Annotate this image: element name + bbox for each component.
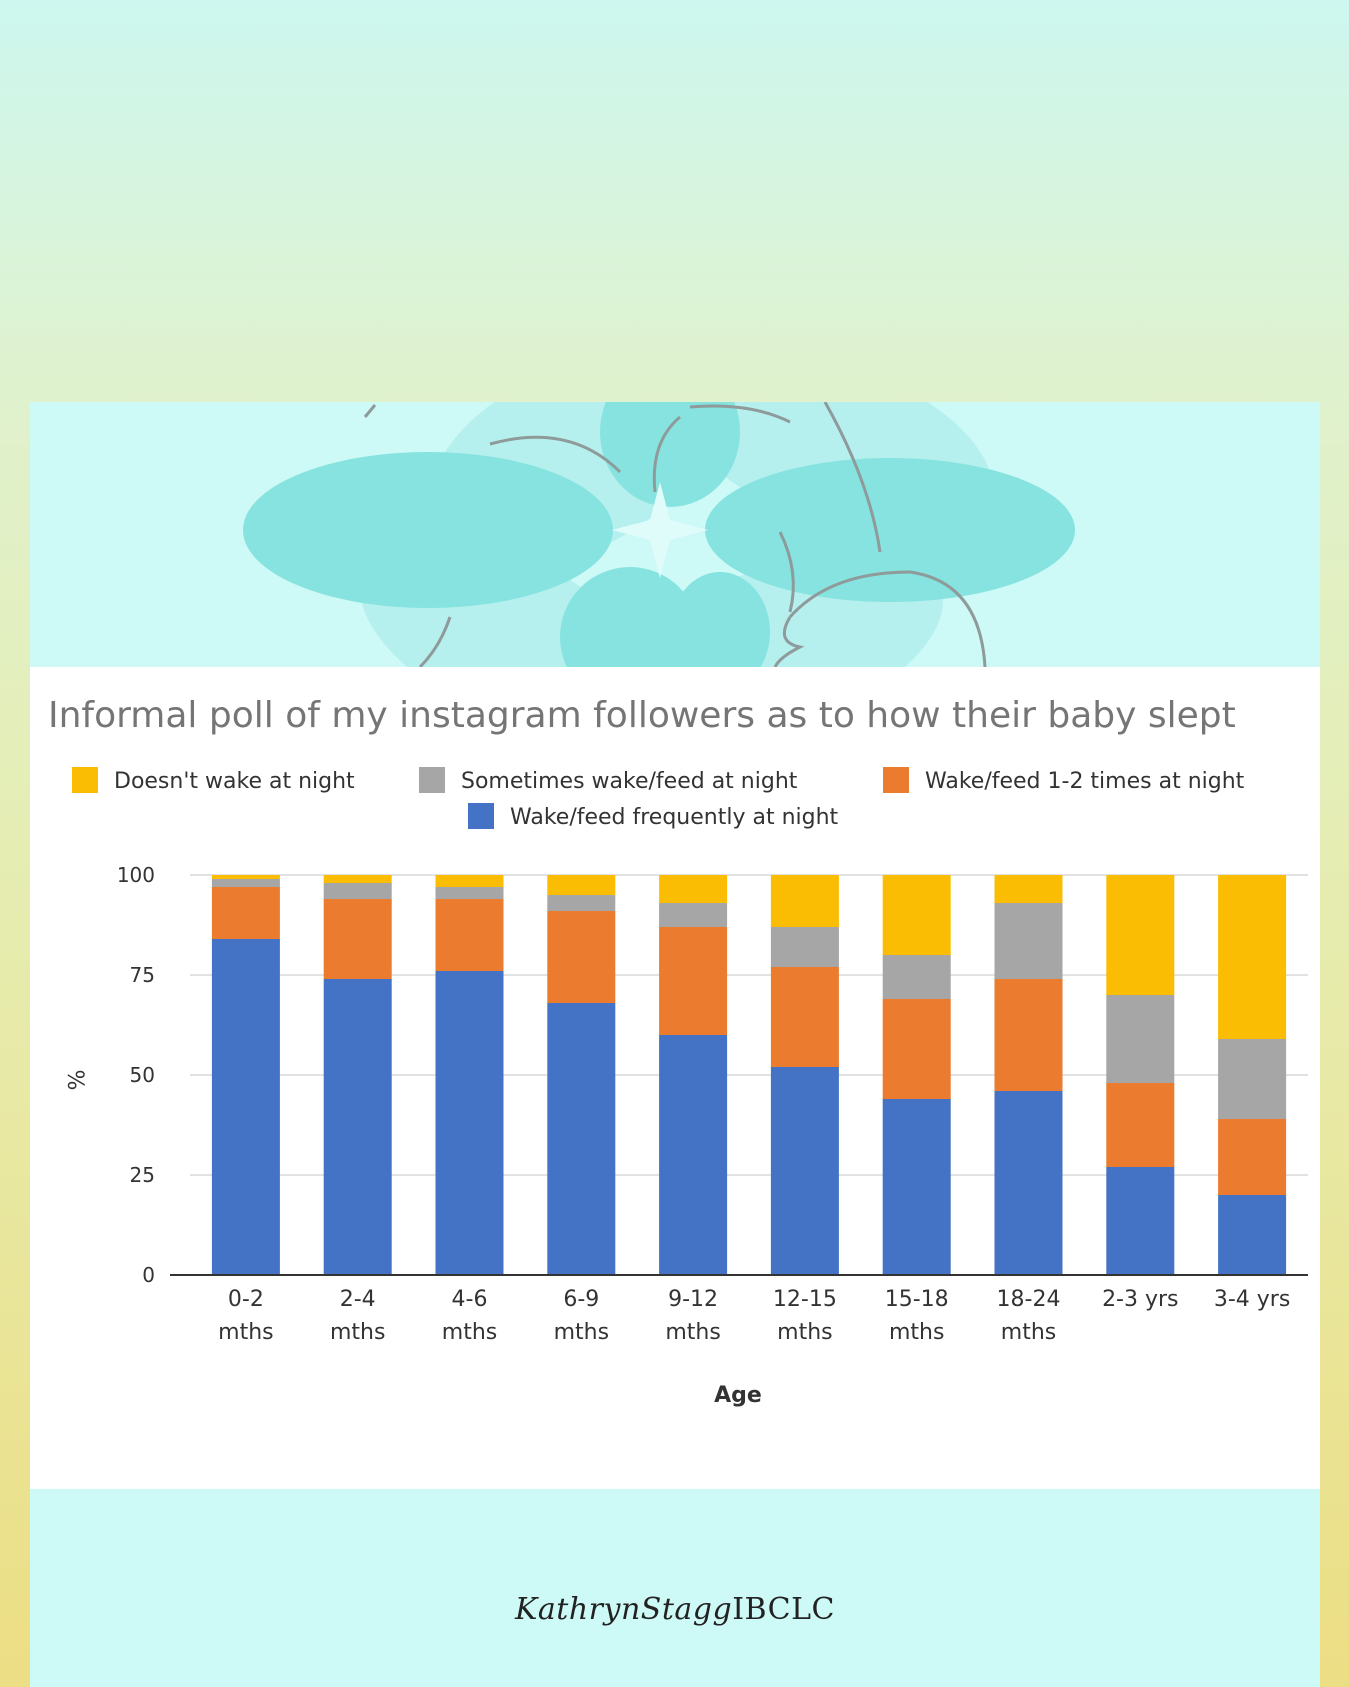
bar-segment xyxy=(1106,995,1175,1083)
bar-segment xyxy=(211,879,280,887)
bar-segment xyxy=(994,1091,1063,1275)
x-category-label: mths xyxy=(330,1320,385,1345)
legend-label: Doesn't wake at night xyxy=(114,769,355,794)
x-category-label: 0-2 xyxy=(228,1287,264,1312)
bar-segment xyxy=(659,927,728,1035)
legend-swatch xyxy=(468,803,494,829)
chart-panel: Informal poll of my instagram followers … xyxy=(30,667,1320,1489)
bar-segment xyxy=(1218,1195,1287,1275)
bar-segment xyxy=(211,887,280,939)
bar-segment xyxy=(1106,1167,1175,1275)
stacked-bar-chart: Informal poll of my instagram followers … xyxy=(48,695,1308,1408)
legend-label: Wake/feed frequently at night xyxy=(510,805,839,830)
flower-logo-artwork xyxy=(30,402,1320,667)
x-category-label: 12-15 xyxy=(773,1287,837,1312)
bar-segment xyxy=(659,875,728,903)
x-category-label: 2-3 yrs xyxy=(1102,1287,1178,1312)
chart-legend: Doesn't wake at night Sometimes wake/feed… xyxy=(72,767,1245,830)
x-category-label: 3-4 yrs xyxy=(1214,1287,1290,1312)
bar-segment xyxy=(1106,1083,1175,1167)
bar-segment xyxy=(659,903,728,927)
x-category-label: mths xyxy=(442,1320,497,1345)
bar-segment xyxy=(882,1099,951,1275)
y-tick-label: 25 xyxy=(130,1163,155,1187)
bar-segment xyxy=(882,875,951,955)
bar-segment xyxy=(1218,1039,1287,1119)
x-category-label: mths xyxy=(218,1320,273,1345)
x-category-label: 6-9 xyxy=(563,1287,599,1312)
y-tick-label: 75 xyxy=(130,963,155,987)
bar-segment xyxy=(882,999,951,1099)
legend-swatch xyxy=(419,767,445,793)
legend-swatch xyxy=(72,767,98,793)
bar-segment xyxy=(770,875,839,927)
x-category-label: mths xyxy=(665,1320,720,1345)
bar-segment xyxy=(211,939,280,1275)
x-axis-categories: 0-2 mths 2-4 mths 4-6 mths 6-9 mths 9-12 mths 12-1… xyxy=(218,1287,1290,1345)
bar-segment xyxy=(435,887,504,899)
bar-segment xyxy=(882,955,951,999)
bar-segment xyxy=(994,903,1063,979)
chart-bars xyxy=(211,875,1287,1275)
x-category-label: mths xyxy=(889,1320,944,1345)
bar-segment xyxy=(323,875,392,883)
signature-name: KathrynStagg xyxy=(515,1592,733,1627)
bar-segment xyxy=(547,1003,616,1275)
y-tick-label: 100 xyxy=(117,863,155,887)
bar-segment xyxy=(770,1067,839,1275)
y-tick-label: 50 xyxy=(130,1063,155,1087)
bar-segment xyxy=(323,979,392,1275)
legend-swatch xyxy=(883,767,909,793)
x-axis-title: Age xyxy=(714,1383,762,1408)
x-category-label: mths xyxy=(1001,1320,1056,1345)
y-axis-title: % xyxy=(62,1070,87,1091)
y-tick-label: 0 xyxy=(142,1263,155,1287)
bar-segment xyxy=(547,911,616,1003)
bar-segment xyxy=(323,883,392,899)
bar-segment xyxy=(547,875,616,895)
legend-label: Wake/feed 1-2 times at night xyxy=(925,769,1245,794)
bar-segment xyxy=(435,899,504,971)
y-axis-ticks: 0 25 50 75 100 xyxy=(117,863,155,1287)
bar-segment xyxy=(994,875,1063,903)
bar-segment xyxy=(659,1035,728,1275)
bar-segment xyxy=(1218,1119,1287,1195)
bar-segment xyxy=(323,899,392,979)
x-category-label: 4-6 xyxy=(452,1287,488,1312)
x-category-label: mths xyxy=(777,1320,832,1345)
author-signature: KathrynStaggIBCLC xyxy=(30,1592,1320,1627)
bar-segment xyxy=(770,967,839,1067)
x-category-label: mths xyxy=(554,1320,609,1345)
x-category-label: 9-12 xyxy=(668,1287,718,1312)
x-category-label: 18-24 xyxy=(997,1287,1061,1312)
bar-segment xyxy=(770,927,839,967)
bar-segment xyxy=(994,979,1063,1091)
x-category-label: 15-18 xyxy=(885,1287,949,1312)
bar-segment xyxy=(211,875,280,879)
content-card: Informal poll of my instagram followers … xyxy=(30,402,1320,1687)
bar-segment xyxy=(435,971,504,1275)
bar-segment xyxy=(435,875,504,887)
legend-label: Sometimes wake/feed at night xyxy=(461,769,798,794)
x-category-label: 2-4 xyxy=(340,1287,376,1312)
bar-segment xyxy=(547,895,616,911)
bar-segment xyxy=(1218,875,1287,1039)
chart-title: Informal poll of my instagram followers … xyxy=(48,695,1236,736)
banner-artwork xyxy=(30,402,1320,667)
bar-segment xyxy=(1106,875,1175,995)
signature-credential: IBCLC xyxy=(732,1592,835,1627)
